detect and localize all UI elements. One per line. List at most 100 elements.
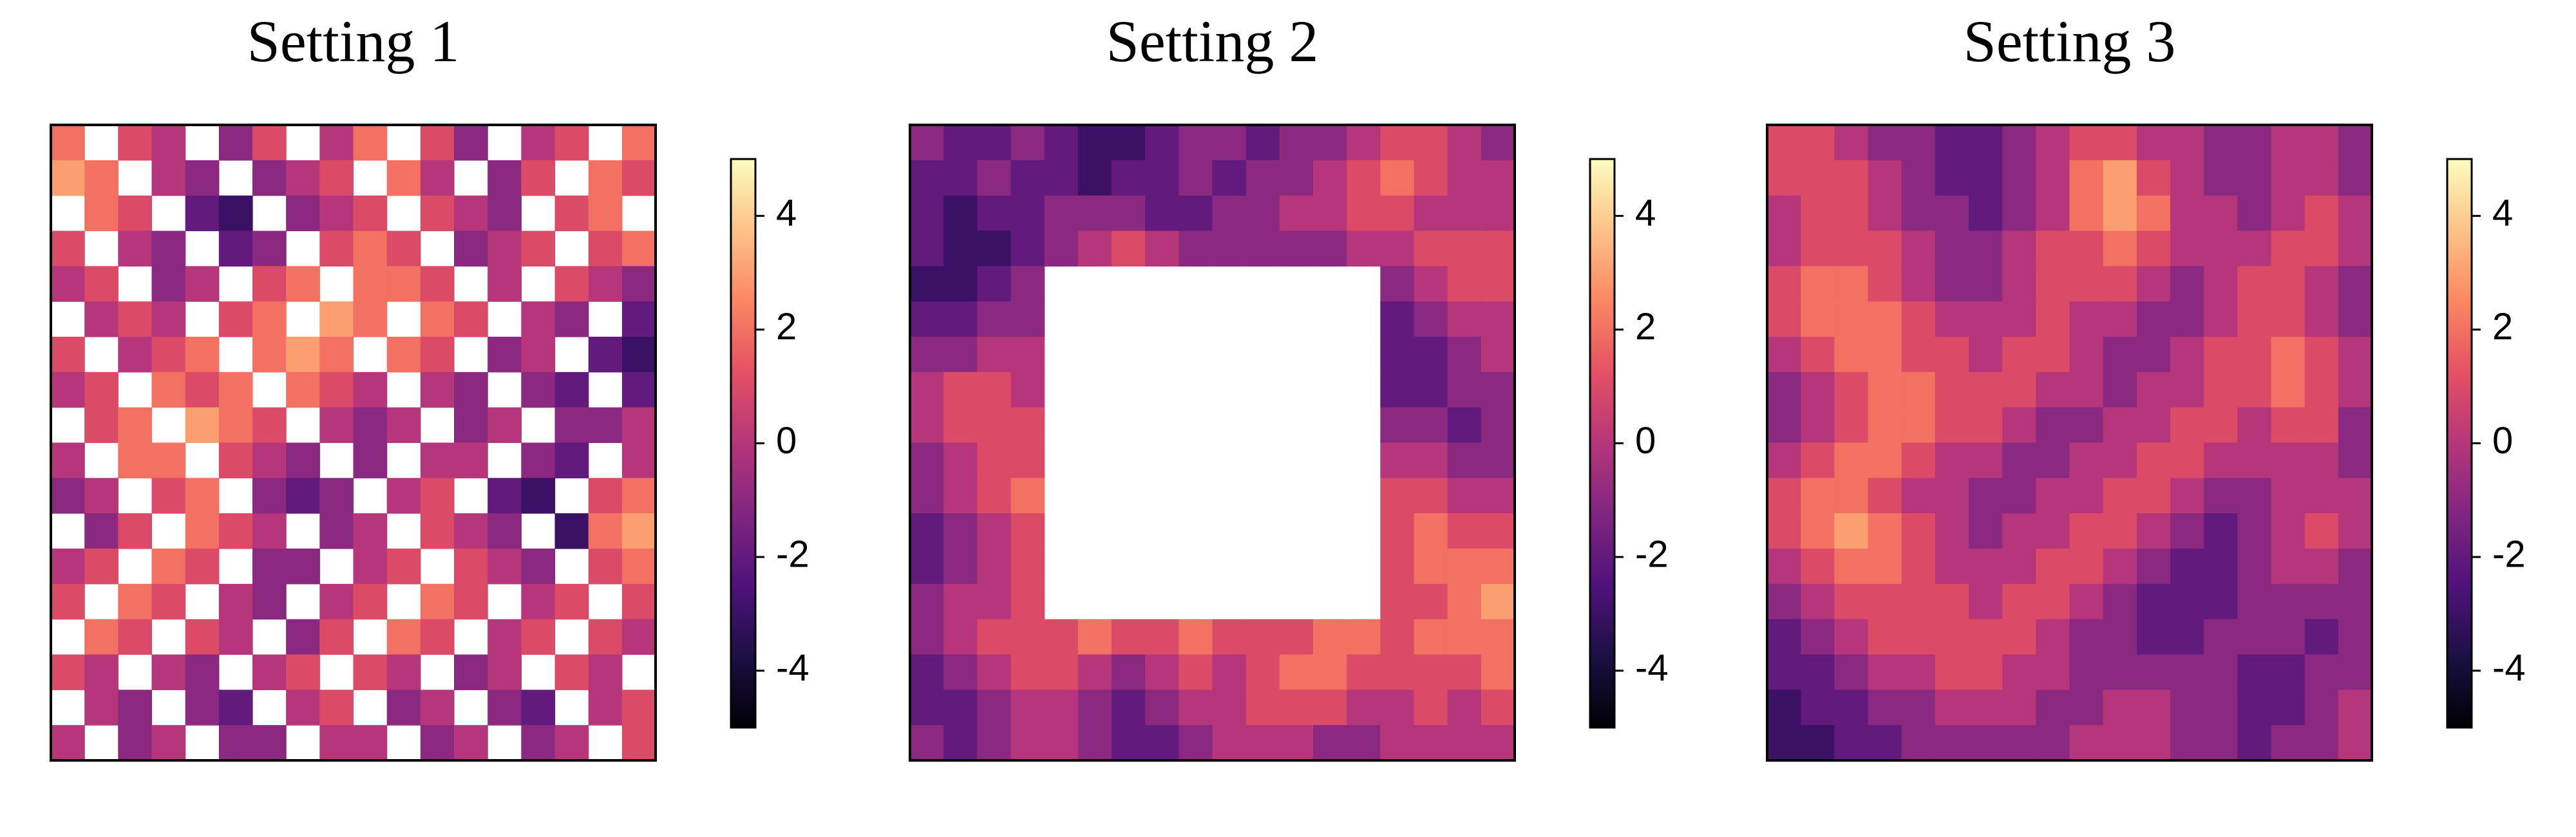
heat-cell <box>1279 195 1314 232</box>
heat-cell <box>2170 654 2204 690</box>
heat-cell <box>521 619 556 655</box>
heat-cell <box>910 195 944 232</box>
heat-cell <box>1077 725 1112 761</box>
heat-cell <box>2103 549 2137 585</box>
heat-cell <box>2271 513 2306 549</box>
heat-cell <box>1868 125 1902 161</box>
heat-cell <box>1279 619 1314 655</box>
heat-cell <box>1834 583 1869 620</box>
heat-cell <box>943 478 978 514</box>
heat-cell <box>521 160 556 196</box>
heat-cell <box>2304 266 2339 302</box>
heat-cell <box>488 549 522 585</box>
heat-cell <box>943 690 978 726</box>
heat-cell <box>977 301 1012 337</box>
heat-cell <box>1481 266 1515 302</box>
colorbar-tick-label: -2 <box>776 533 810 575</box>
colorbar-tick-label: 4 <box>776 193 797 234</box>
heat-cell <box>1935 478 1969 514</box>
heat-cell <box>554 407 589 444</box>
heat-cell <box>1380 690 1415 726</box>
heat-cell <box>1380 442 1415 478</box>
heat-cell <box>1245 195 1280 232</box>
heat-cell <box>554 195 589 232</box>
heat-cell <box>2304 125 2339 161</box>
heat-cell <box>1901 371 1936 408</box>
heat-cell <box>1380 654 1415 690</box>
heat-cell <box>1935 195 1969 232</box>
heat-cell <box>1481 478 1515 514</box>
heat-cell <box>1447 654 1482 690</box>
heat-cell <box>1801 371 1835 408</box>
heat-cell <box>1279 230 1314 267</box>
heat-cell <box>1901 125 1936 161</box>
heat-cell <box>621 230 656 267</box>
heat-cell <box>621 478 656 514</box>
heat-cell <box>1313 195 1347 232</box>
heat-cell <box>2036 549 2070 585</box>
heat-cell <box>588 337 623 373</box>
heat-cell <box>84 619 118 655</box>
heat-cell <box>1901 266 1936 302</box>
heat-cell <box>2103 583 2137 620</box>
heat-cell <box>2136 690 2171 726</box>
heat-cell <box>1901 301 1936 337</box>
heat-cell <box>2036 478 2070 514</box>
heat-cell <box>1481 195 1515 232</box>
heat-cell <box>910 266 944 302</box>
heat-cell <box>2069 301 2104 337</box>
heat-cell <box>588 195 623 232</box>
heat-cell <box>319 195 354 232</box>
heat-cell <box>1767 125 1801 161</box>
heat-cell <box>1969 195 2003 232</box>
heat-cell <box>118 442 153 478</box>
heat-cell <box>2136 442 2171 478</box>
heat-cell <box>118 125 153 161</box>
heat-cell <box>118 619 153 655</box>
colorbar-tick-label: -4 <box>776 647 810 689</box>
heat-cell <box>2204 160 2238 196</box>
heat-cell <box>1145 195 1179 232</box>
heat-cell <box>454 654 488 690</box>
heat-cell <box>2170 337 2204 373</box>
heat-cell <box>977 195 1012 232</box>
heat-cell <box>118 725 153 761</box>
heat-cell <box>1935 442 1969 478</box>
heat-cell <box>151 337 186 373</box>
heat-cell <box>218 371 253 408</box>
heat-cell <box>977 690 1012 726</box>
heat-cell <box>2170 725 2204 761</box>
heat-cell <box>943 654 978 690</box>
heat-cell <box>2103 160 2137 196</box>
heat-cell <box>2002 549 2036 585</box>
heat-cell <box>943 125 978 161</box>
heat-cell <box>2036 654 2070 690</box>
heat-cell <box>1010 160 1045 196</box>
heat-cell <box>2036 195 2070 232</box>
heat-cell <box>1447 407 1482 444</box>
heat-cell <box>2304 690 2339 726</box>
heat-cell <box>2338 301 2372 337</box>
heat-cell <box>1380 301 1415 337</box>
heat-cell <box>1447 371 1482 408</box>
heat-cell <box>1834 407 1869 444</box>
heat-cell <box>1044 654 1079 690</box>
heat-cell <box>2069 266 2104 302</box>
heat-cell <box>488 160 522 196</box>
heat-cell <box>943 583 978 620</box>
heat-cell <box>1380 478 1415 514</box>
heat-cell <box>319 301 354 337</box>
heat-cell <box>588 549 623 585</box>
heat-cell <box>1868 654 1902 690</box>
heat-cell <box>943 407 978 444</box>
heat-cell <box>1010 725 1045 761</box>
heat-cell <box>2338 337 2372 373</box>
heat-cell <box>118 407 153 444</box>
heat-cell <box>1868 583 1902 620</box>
heat-cell <box>1077 125 1112 161</box>
heat-cell <box>910 654 944 690</box>
heat-cell <box>151 478 186 514</box>
heat-cell <box>1145 160 1179 196</box>
heat-cell <box>286 654 320 690</box>
heat-cell <box>521 690 556 726</box>
